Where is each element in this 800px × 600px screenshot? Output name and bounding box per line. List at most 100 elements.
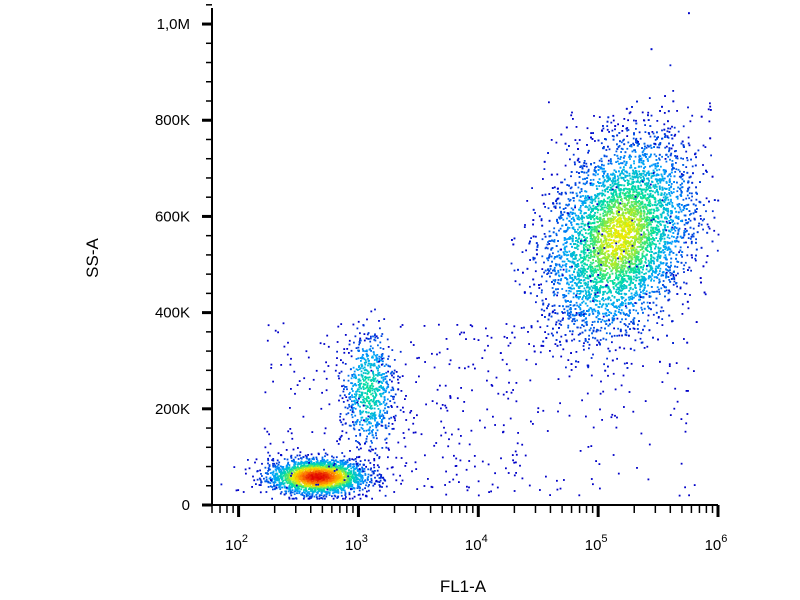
event-dot — [648, 218, 651, 220]
event-dot — [286, 487, 289, 490]
event-dot — [332, 481, 334, 484]
event-dot — [320, 468, 323, 471]
event-dot — [597, 200, 600, 203]
event-dot — [281, 476, 284, 479]
event-dot — [330, 473, 333, 475]
event-dot — [559, 265, 561, 268]
event-dot — [692, 227, 695, 230]
event-dot — [349, 485, 352, 488]
event-dot — [569, 330, 571, 333]
event-dot — [344, 481, 347, 484]
event-dot — [350, 349, 353, 352]
event-dot — [634, 185, 637, 188]
event-dot — [334, 468, 336, 470]
event-dot — [365, 398, 368, 401]
event-dot — [346, 481, 349, 484]
event-dot — [305, 477, 308, 479]
event-dot — [276, 478, 279, 481]
event-dot — [345, 413, 348, 416]
event-dot — [394, 419, 396, 422]
event-dot — [681, 303, 684, 306]
event-dot — [560, 191, 563, 194]
event-dot — [589, 179, 592, 181]
event-dot — [350, 382, 352, 384]
event-dot — [283, 486, 286, 489]
event-dot — [308, 483, 311, 486]
event-dot — [567, 305, 570, 308]
event-dot — [598, 306, 601, 309]
event-dot — [581, 218, 583, 221]
event-dot — [364, 404, 367, 407]
event-dot — [311, 468, 314, 471]
event-dot — [617, 305, 620, 308]
event-dot — [309, 460, 311, 463]
event-dot — [656, 286, 659, 289]
event-dot — [590, 285, 593, 288]
event-dot — [364, 420, 366, 423]
event-dot — [675, 227, 678, 229]
event-dot — [625, 161, 628, 163]
event-dot — [666, 226, 669, 228]
event-dot — [585, 162, 588, 165]
event-dot — [640, 218, 642, 221]
event-dot — [659, 188, 661, 191]
event-dot — [650, 259, 653, 262]
event-dot — [335, 463, 338, 466]
event-dot — [332, 497, 335, 500]
event-dot — [360, 416, 363, 419]
event-dot — [559, 344, 562, 346]
event-dot — [305, 480, 308, 483]
event-dot — [347, 469, 350, 472]
event-dot — [342, 469, 344, 471]
event-dot — [260, 480, 263, 483]
event-dot — [313, 490, 316, 493]
event-dot — [588, 343, 591, 346]
event-dot — [388, 433, 391, 436]
event-dot — [302, 478, 305, 481]
event-dot — [321, 456, 324, 459]
event-dot — [366, 435, 368, 438]
event-dot — [354, 458, 357, 460]
event-dot — [529, 285, 531, 288]
event-dot — [314, 477, 317, 480]
event-dot — [345, 461, 348, 464]
event-dot — [705, 210, 707, 213]
event-dot — [359, 432, 362, 435]
event-dot — [707, 225, 710, 228]
event-dot — [686, 157, 688, 159]
event-dot — [653, 187, 656, 189]
event-dot — [364, 383, 367, 386]
event-dot — [351, 407, 354, 410]
event-dot — [305, 488, 307, 491]
event-dot — [248, 467, 251, 470]
event-dot — [369, 366, 372, 369]
event-dot — [389, 365, 391, 368]
event-dot — [384, 427, 387, 429]
event-dot — [293, 497, 295, 500]
event-dot — [593, 115, 595, 117]
event-dot — [717, 233, 720, 236]
event-dot — [653, 239, 656, 242]
event-dot — [680, 191, 683, 194]
event-dot — [567, 292, 570, 295]
event-dot — [365, 481, 368, 484]
event-dot — [313, 458, 315, 461]
event-dot — [363, 401, 365, 403]
event-dot — [304, 492, 306, 494]
event-dot — [605, 240, 607, 243]
event-dot — [612, 221, 615, 223]
event-dot — [619, 214, 622, 217]
event-dot — [572, 304, 575, 307]
event-dot — [583, 162, 586, 164]
event-dot — [373, 388, 375, 391]
event-dot — [667, 214, 670, 217]
event-dot — [370, 467, 372, 470]
event-dot — [344, 471, 346, 473]
event-dot — [370, 479, 373, 482]
event-dot — [574, 212, 576, 215]
event-dot — [332, 456, 335, 459]
event-dot — [319, 479, 321, 482]
event-dot — [579, 312, 582, 314]
event-dot — [304, 484, 307, 487]
event-dot — [613, 216, 615, 218]
